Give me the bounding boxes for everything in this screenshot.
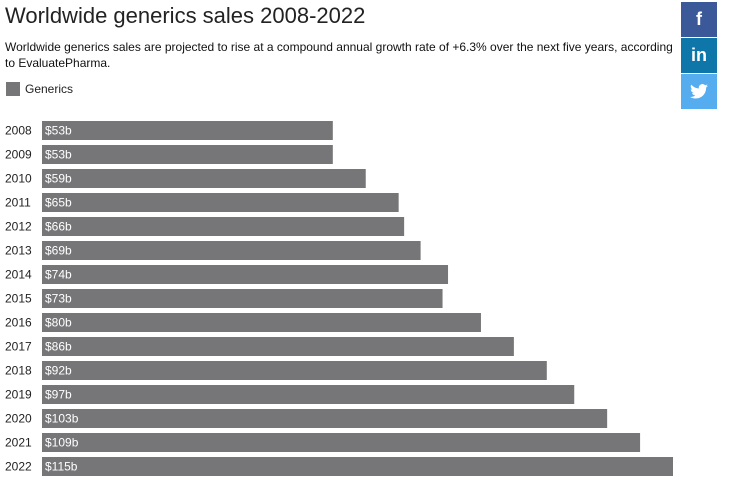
bar [42, 313, 481, 332]
data-label: $80b [45, 316, 72, 330]
legend-label: Generics [25, 82, 74, 96]
bar [42, 169, 366, 188]
bar [42, 145, 333, 164]
data-label: $115b [45, 460, 78, 474]
y-tick-label: 2013 [5, 244, 32, 258]
bar [42, 217, 405, 236]
data-label: $92b [45, 364, 72, 378]
legend: Generics [6, 82, 73, 96]
data-label: $66b [45, 220, 72, 234]
y-tick-label: 2022 [5, 460, 32, 474]
data-label: $97b [45, 388, 72, 402]
y-tick-label: 2020 [5, 412, 32, 426]
data-label: $53b [45, 148, 72, 162]
data-label: $53b [45, 124, 72, 138]
y-tick-label: 2017 [5, 340, 32, 354]
bar [42, 409, 608, 428]
data-label: $69b [45, 244, 72, 258]
bar [42, 385, 575, 404]
facebook-button[interactable]: f [681, 2, 717, 37]
y-tick-label: 2019 [5, 388, 32, 402]
data-label: $59b [45, 172, 72, 186]
chart-subtitle: Worldwide generics sales are projected t… [5, 40, 673, 70]
data-label: $73b [45, 292, 72, 306]
linkedin-button[interactable]: in [681, 38, 717, 73]
chart-title: Worldwide generics sales 2008-2022 [5, 3, 366, 28]
y-tick-label: 2010 [5, 172, 32, 186]
twitter-icon [690, 84, 708, 99]
bar [42, 457, 673, 476]
y-tick-label: 2009 [5, 148, 32, 162]
data-label: $65b [45, 196, 72, 210]
bar [42, 121, 333, 140]
bar [42, 289, 443, 308]
bar [42, 337, 514, 356]
y-tick-label: 2014 [5, 268, 32, 282]
legend-swatch [6, 82, 20, 96]
y-tick-label: 2011 [5, 196, 31, 210]
y-tick-label: 2018 [5, 364, 32, 378]
twitter-button[interactable] [681, 74, 717, 109]
bar [42, 241, 421, 260]
data-label: $74b [45, 268, 72, 282]
data-label: $103b [45, 412, 79, 426]
bar [42, 265, 449, 284]
bar [42, 193, 399, 212]
bar [42, 361, 547, 380]
y-tick-label: 2012 [5, 220, 32, 234]
y-tick-label: 2008 [5, 124, 32, 138]
bar [42, 433, 641, 452]
y-tick-label: 2015 [5, 292, 32, 306]
y-tick-label: 2016 [5, 316, 32, 330]
data-label: $86b [45, 340, 72, 354]
data-label: $109b [45, 436, 79, 450]
y-tick-label: 2021 [5, 436, 32, 450]
